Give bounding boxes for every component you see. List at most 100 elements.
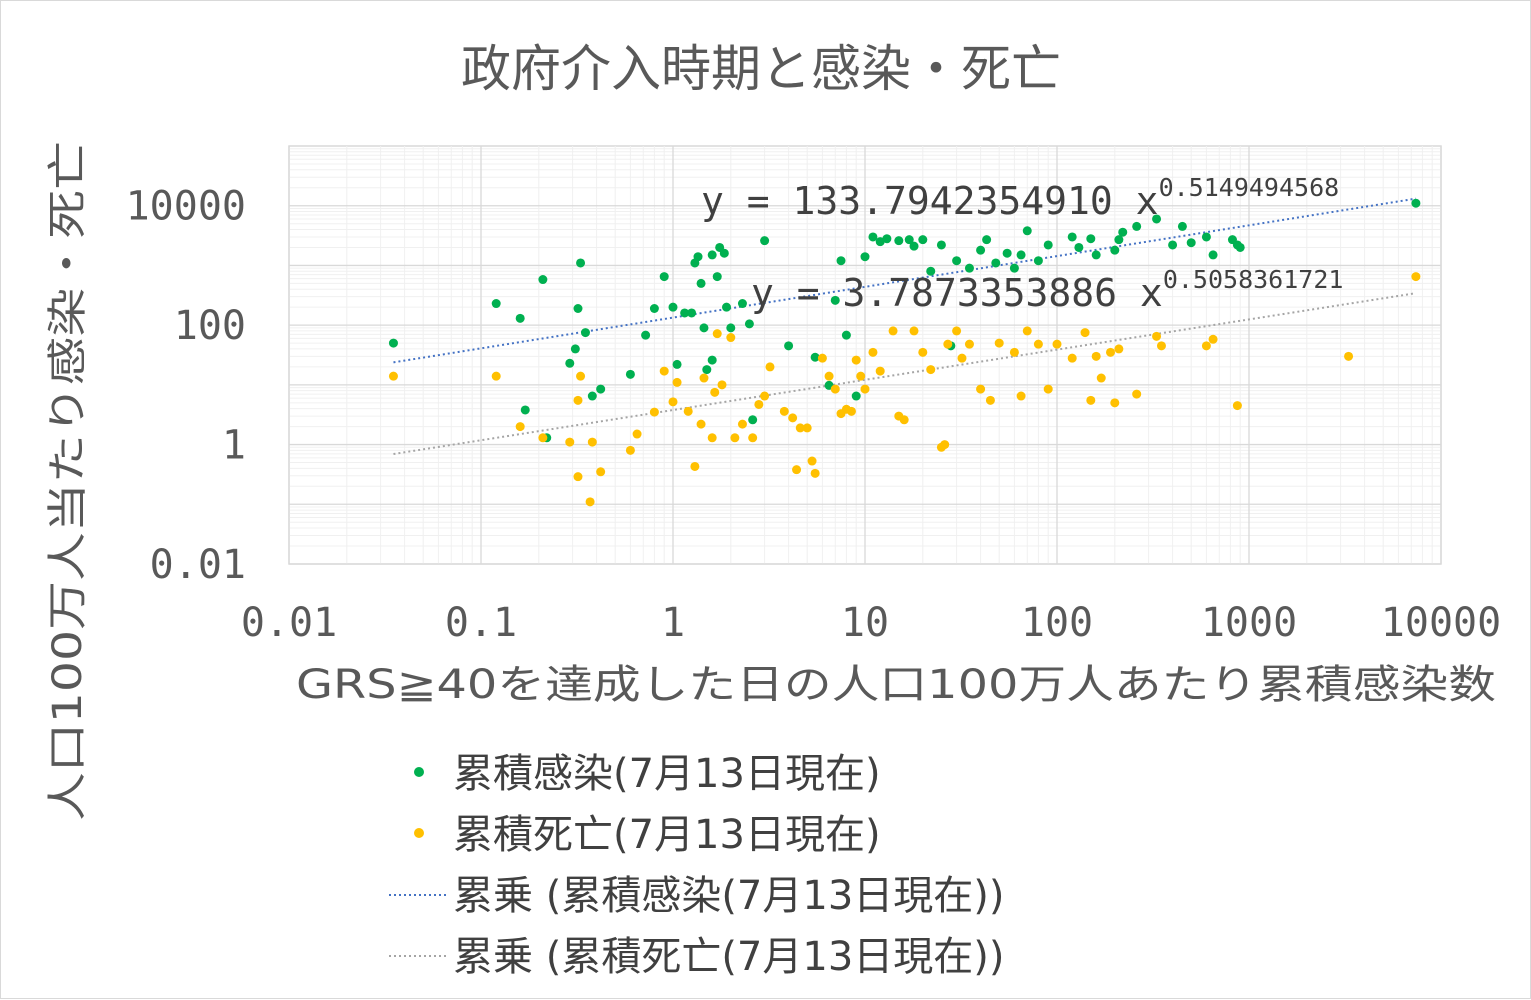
infection-point — [719, 248, 729, 258]
death-point — [926, 365, 936, 375]
death-point — [726, 333, 736, 343]
infection-point — [964, 263, 974, 273]
death-point — [765, 362, 775, 372]
x-tick-label: 100 — [1021, 600, 1093, 646]
y-tick-labels: 0.01 1 100 10000 — [126, 184, 246, 588]
infection-point — [659, 272, 669, 282]
infection-point — [982, 235, 992, 245]
infection-point — [1114, 235, 1124, 245]
death-point — [565, 437, 575, 447]
y-tick-label: 1 — [222, 423, 246, 469]
infection-point — [830, 295, 840, 305]
svg-text:y = 3.7873353886 x0.5058361721: y = 3.7873353886 x0.5058361721 — [751, 265, 1343, 315]
infection-point — [1086, 234, 1096, 244]
death-point — [779, 406, 789, 416]
infection-point — [1186, 238, 1196, 248]
infection-point — [1411, 198, 1421, 208]
infection-point — [1177, 221, 1187, 231]
legend-label: 累積死亡(7月13日現在) — [453, 812, 881, 858]
infection-point — [1235, 242, 1245, 252]
death-point — [888, 326, 898, 336]
death-point — [587, 437, 597, 447]
infection-point — [576, 258, 586, 268]
death-point — [712, 329, 722, 339]
infection-point — [707, 250, 717, 260]
death-point — [388, 371, 398, 381]
infection-point — [1067, 232, 1077, 242]
equation-exponent: 0.5058361721 — [1163, 265, 1344, 294]
infection-point — [1002, 248, 1012, 258]
death-point — [985, 395, 995, 405]
infection-point — [388, 338, 398, 348]
x-tick-label: 10 — [841, 600, 889, 646]
x-tick-label: 10000 — [1381, 600, 1501, 646]
infection-point — [1201, 232, 1211, 242]
legend-label: 累乗 (累積感染(7月13日現在)) — [453, 873, 1004, 919]
infection-point — [680, 308, 690, 318]
death-point — [754, 399, 764, 409]
data-points — [388, 198, 1421, 507]
death-point — [1201, 341, 1211, 351]
death-point — [1052, 339, 1062, 349]
infection-point — [596, 384, 606, 394]
infection-point — [991, 258, 1001, 268]
y-tick-label: 10000 — [126, 184, 246, 230]
death-point — [788, 413, 798, 423]
death-point — [940, 440, 950, 450]
infection-point — [699, 323, 709, 333]
infection-point — [722, 302, 732, 312]
infection-point — [649, 303, 659, 313]
legend-item-trend-deaths: 累乗 (累積死亡(7月13日現在)) — [389, 934, 1004, 980]
death-point — [943, 339, 953, 349]
infection-point — [1033, 256, 1043, 266]
infection-point — [693, 252, 703, 262]
equation-exponent: 0.5149494568 — [1159, 173, 1340, 202]
infection-point — [1016, 250, 1026, 260]
infection-point — [668, 302, 678, 312]
trendline-equation-infections: y = 133.7942354910 x0.5149494568 — [701, 173, 1339, 223]
x-tick-label: 0.1 — [445, 600, 517, 646]
death-point — [1114, 344, 1124, 354]
infection-point — [1043, 240, 1053, 250]
x-tick-label: 1 — [661, 600, 685, 646]
death-point — [1033, 339, 1043, 349]
death-point — [964, 339, 974, 349]
y-axis-label: 人口100万人当たり感染・死亡 — [45, 141, 91, 821]
death-point — [1067, 353, 1077, 363]
infection-point — [587, 391, 597, 401]
infection-point — [520, 405, 530, 415]
infection-point — [841, 330, 851, 340]
legend-label: 累乗 (累積死亡(7月13日現在)) — [453, 934, 1004, 980]
x-tick-label: 0.01 — [241, 600, 337, 646]
infection-point — [672, 359, 682, 369]
infection-point — [580, 328, 590, 338]
infection-point — [707, 355, 717, 365]
infection-point — [868, 232, 878, 242]
infection-point — [952, 256, 962, 266]
death-point — [707, 433, 717, 443]
death-point — [1022, 326, 1032, 336]
death-point — [576, 371, 586, 381]
x-tick-labels: 0.01 0.1 1 10 100 1000 10000 — [241, 600, 1501, 646]
infection-point — [760, 236, 770, 246]
infection-point — [538, 275, 548, 285]
y-tick-label: 0.01 — [150, 542, 246, 588]
death-point — [1411, 272, 1421, 282]
death-point — [875, 366, 885, 376]
death-point — [957, 353, 967, 363]
infection-point — [1074, 242, 1084, 252]
infection-point — [851, 391, 861, 401]
death-point — [792, 465, 802, 475]
equation-prefix: y = 133.7942354910 x — [701, 179, 1159, 223]
death-point — [730, 433, 740, 443]
infection-point — [1118, 227, 1128, 237]
grid-lines — [288, 146, 1442, 565]
infection-point — [894, 236, 904, 246]
death-point — [909, 326, 919, 336]
death-point — [824, 371, 834, 381]
death-point — [1156, 341, 1166, 351]
x-tick-label: 1000 — [1201, 600, 1297, 646]
infection-point — [784, 341, 794, 351]
death-point — [1009, 347, 1019, 357]
trendline-equation-deaths: y = 3.7873353886 x0.5058361721 — [751, 265, 1343, 315]
